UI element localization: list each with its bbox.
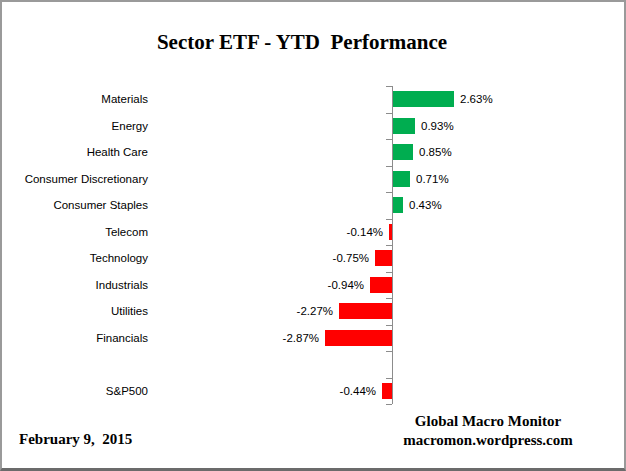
value-label: -0.44% bbox=[340, 378, 376, 405]
bar bbox=[393, 171, 410, 187]
bar bbox=[339, 303, 392, 319]
axis-tick bbox=[386, 378, 392, 379]
value-label: 0.85% bbox=[419, 139, 452, 166]
brand-name: Global Macro Monitor bbox=[377, 412, 599, 431]
value-label: 0.43% bbox=[409, 192, 442, 219]
bar bbox=[393, 118, 415, 134]
axis-tick bbox=[386, 192, 392, 193]
category-label: S&P500 bbox=[2, 378, 148, 405]
category-label: Energy bbox=[2, 113, 148, 140]
axis-tick bbox=[386, 139, 392, 140]
category-label: Consumer Discretionary bbox=[2, 166, 148, 193]
value-label: -0.14% bbox=[347, 219, 383, 246]
category-label: Telecom bbox=[2, 219, 148, 246]
category-label: Materials bbox=[2, 86, 148, 113]
value-label: 0.93% bbox=[421, 113, 454, 140]
bar bbox=[393, 144, 413, 160]
category-label: Industrials bbox=[2, 272, 148, 299]
bar bbox=[393, 91, 454, 107]
value-label: 2.63% bbox=[460, 86, 493, 113]
category-label: Consumer Staples bbox=[2, 192, 148, 219]
category-label: Utilities bbox=[2, 298, 148, 325]
bar bbox=[325, 330, 392, 346]
axis-tick bbox=[386, 298, 392, 299]
value-label: -0.75% bbox=[333, 245, 369, 272]
axis-tick bbox=[386, 219, 392, 220]
bar bbox=[375, 250, 392, 266]
bar bbox=[393, 197, 403, 213]
value-label: -2.87% bbox=[283, 325, 319, 352]
value-label: -0.94% bbox=[328, 272, 364, 299]
axis-tick bbox=[386, 404, 392, 405]
chart-frame: Sector ETF - YTD Performance Materials2.… bbox=[0, 0, 626, 471]
axis-tick bbox=[386, 113, 392, 114]
brand-url: macromon.wordpress.com bbox=[377, 431, 599, 450]
axis-tick bbox=[386, 272, 392, 273]
value-label: -2.27% bbox=[297, 298, 333, 325]
value-label: 0.71% bbox=[416, 166, 449, 193]
axis-tick bbox=[386, 166, 392, 167]
category-label: Financials bbox=[2, 325, 148, 352]
axis-tick bbox=[386, 351, 392, 352]
category-label: Health Care bbox=[2, 139, 148, 166]
category-axis-line bbox=[392, 86, 393, 404]
bar bbox=[370, 277, 392, 293]
brand-block: Global Macro Monitor macromon.wordpress.… bbox=[377, 412, 599, 450]
bar-chart-plot-area: Materials 2.63% Energy 0.93% Health Care 0.85… bbox=[2, 2, 624, 468]
category-label: Technology bbox=[2, 245, 148, 272]
axis-tick bbox=[386, 325, 392, 326]
chart-date: February 9, 2015 bbox=[19, 431, 132, 448]
bar bbox=[382, 383, 392, 399]
axis-tick bbox=[386, 86, 392, 87]
axis-tick bbox=[386, 245, 392, 246]
